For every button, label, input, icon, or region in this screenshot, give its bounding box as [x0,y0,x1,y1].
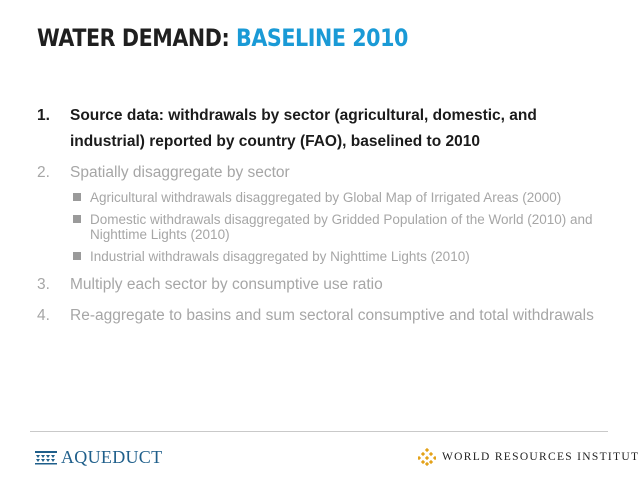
sub-item-text: Agricultural withdrawals disaggregated b… [90,190,562,205]
steps-list: 1. Source data: withdrawals by sector (a… [37,103,597,329]
sub-list-item: Domestic withdrawals disaggregated by Gr… [70,212,597,242]
sub-item-text: Domestic withdrawals disaggregated by Gr… [90,212,593,242]
step-number: 1. [37,107,50,124]
square-bullet-icon [73,252,81,260]
list-item: 1. Source data: withdrawals by sector (a… [37,103,597,155]
step-number: 4. [37,307,50,324]
step-text: Spatially disaggregate by sector [70,164,290,181]
wri-diamond-icon [418,448,436,466]
sub-item-text: Industrial withdrawals disaggregated by … [90,249,470,264]
aqueduct-icon [35,450,57,464]
step-number: 2. [37,164,50,181]
step-text: Source data: withdrawals by sector (agri… [70,107,537,150]
footer-divider [30,431,608,432]
sub-list-item: Agricultural withdrawals disaggregated b… [70,190,597,205]
aqueduct-logo: AQUEDUCT [35,447,162,468]
list-item: 3. Multiply each sector by consumptive u… [37,272,597,298]
list-item: 2. Spatially disaggregate by sector Agri… [37,160,597,264]
title-prefix: WATER DEMAND: [37,24,230,52]
square-bullet-icon [73,193,81,201]
wri-logo: WORLD RESOURCES INSTITUTE [418,448,638,466]
step-text: Re-aggregate to basins and sum sectoral … [70,307,594,324]
page-title: WATER DEMAND: BASELINE 2010 [37,24,408,52]
step-text: Multiply each sector by consumptive use … [70,276,383,293]
aqueduct-logo-text: AQUEDUCT [61,447,163,467]
step-number: 3. [37,276,50,293]
wri-logo-text: WORLD RESOURCES INSTITUTE [442,451,638,463]
list-item: 4. Re-aggregate to basins and sum sector… [37,303,597,329]
sub-list-item: Industrial withdrawals disaggregated by … [70,249,597,264]
square-bullet-icon [73,215,81,223]
title-highlight: BASELINE 2010 [236,24,408,52]
